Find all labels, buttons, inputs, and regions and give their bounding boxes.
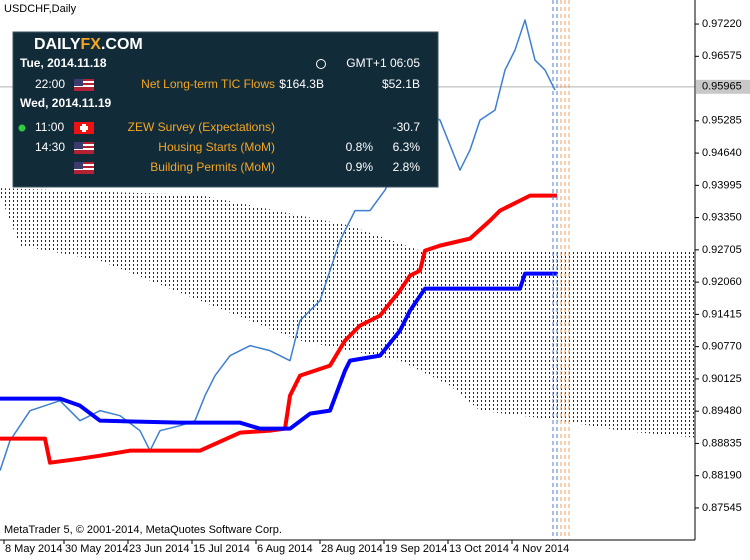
x-tick-label: 28 Aug 2014 [321, 543, 383, 555]
y-tick-label: 0.92705 [702, 244, 742, 256]
panel-bg [12, 31, 439, 188]
actual: -30.7 [393, 120, 421, 134]
time: 14:30 [35, 140, 65, 154]
y-tick-label: 0.88835 [702, 437, 742, 449]
x-tick-label: 19 Sep 2014 [385, 543, 447, 555]
x-tick-label: 15 Jul 2014 [193, 543, 250, 555]
y-tick-label: 0.88190 [702, 470, 742, 482]
actual: $52.1B [382, 77, 420, 91]
time: 22:00 [35, 77, 65, 91]
clock-icon [316, 59, 326, 69]
y-tick-label: 0.91415 [702, 308, 742, 320]
y-tick-label: 0.93995 [702, 179, 742, 191]
logo-part: FX [81, 36, 102, 53]
flag-ch [74, 122, 94, 134]
status-dot [18, 124, 26, 132]
x-tick-label: 4 Nov 2014 [513, 543, 569, 555]
forecast: $164.3B [279, 77, 324, 91]
event-name: Housing Starts (MoM) [158, 140, 275, 154]
y-tick-label: 0.96575 [702, 50, 742, 62]
actual: 6.3% [393, 140, 421, 154]
x-tick-label: 23 Jun 2014 [129, 543, 190, 555]
logo-part: DAILY [34, 36, 81, 53]
time: 11:00 [35, 120, 64, 134]
calendar-panel: DAILYFX.COM Tue, 2014.11.18 GMT+1 06:05 … [12, 31, 439, 188]
x-tick-label: 6 Aug 2014 [257, 543, 313, 555]
forecast: 0.9% [346, 160, 374, 174]
x-tick-label: 13 Oct 2014 [449, 543, 509, 555]
event-name: ZEW Survey (Expectations) [128, 120, 275, 134]
flag-us [74, 142, 94, 154]
clock: GMT+1 06:05 [346, 56, 420, 70]
flag-us [74, 79, 94, 91]
logo: DAILYFX.COM [34, 36, 143, 53]
last-price-label: 0.95965 [702, 81, 742, 93]
logo-part: .COM [101, 36, 143, 53]
y-tick-label: 0.97220 [702, 18, 742, 30]
date: Wed, 2014.11.19 [20, 96, 112, 110]
y-tick-label: 0.93350 [702, 212, 742, 224]
x-tick-label: 8 May 2014 [5, 543, 62, 555]
series-line [0, 193, 557, 465]
chart-title: USDCHF,Daily [4, 3, 77, 15]
date: Tue, 2014.11.18 [20, 56, 107, 70]
y-tick-label: 0.94640 [702, 147, 742, 159]
actual: 2.8% [393, 160, 421, 174]
y-tick-label: 0.92060 [702, 276, 742, 288]
y-tick-label: 0.90125 [702, 373, 742, 385]
series-line [0, 271, 557, 431]
y-tick-label: 0.90770 [702, 341, 742, 353]
footer: MetaTrader 5, © 2001-2014, MetaQuotes So… [4, 524, 282, 536]
event-lines [552, 0, 570, 540]
x-tick-label: 30 May 2014 [65, 543, 129, 555]
series-line [0, 19, 556, 471]
cloud [0, 188, 695, 438]
last-price-box [696, 79, 750, 94]
flag-us [74, 162, 94, 174]
y-tick-label: 0.95285 [702, 115, 742, 127]
y-tick-label: 0.87545 [702, 502, 742, 514]
event-name: Building Permits (MoM) [150, 160, 275, 174]
y-tick-label: 0.89480 [702, 405, 742, 417]
forecast: 0.8% [346, 140, 374, 154]
event-name: Net Long-term TIC Flows [141, 77, 275, 91]
